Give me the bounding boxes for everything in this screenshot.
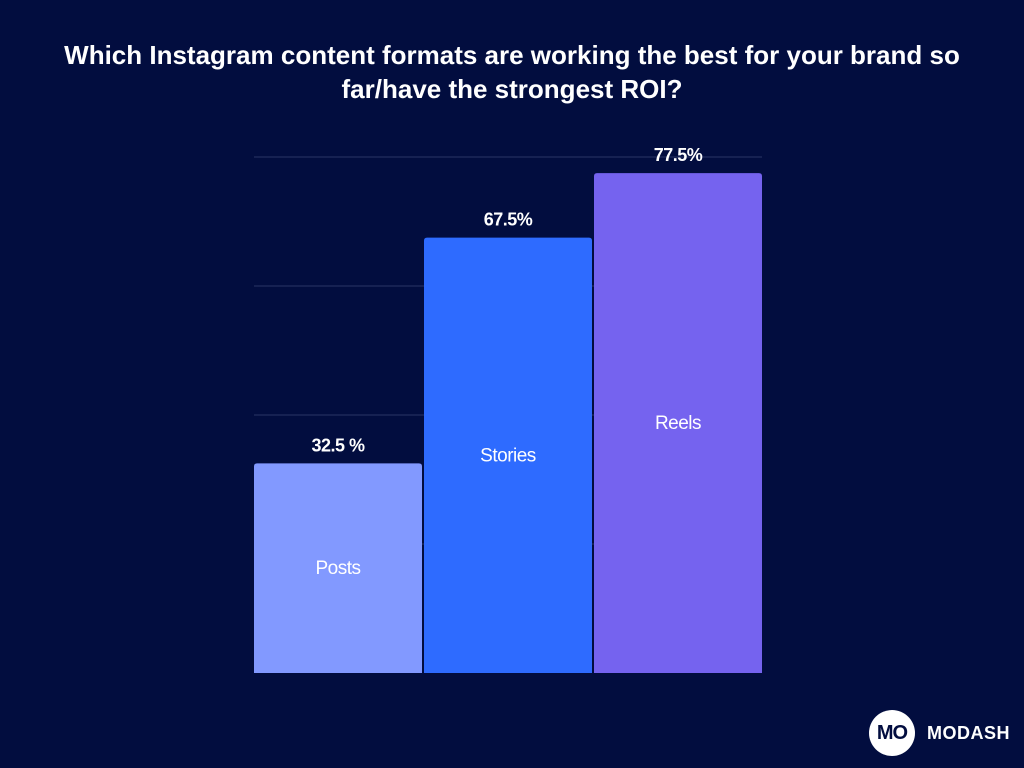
value-label-stories: 67.5% [484, 210, 533, 230]
bar-labels: 32.5 % Posts 67.5% Stories 77.5% Reels [311, 145, 703, 579]
bar-reels [594, 173, 762, 673]
bar-stories [424, 237, 592, 673]
brand-name: MODASH [927, 722, 1010, 743]
brand-mark: MO MODASH [869, 710, 1010, 756]
category-label-stories: Stories [480, 445, 536, 466]
value-label-posts: 32.5 % [311, 435, 365, 455]
modash-logo-icon: MO [869, 710, 915, 756]
category-label-posts: Posts [315, 558, 360, 579]
bar-posts [254, 463, 422, 673]
bars [254, 173, 762, 673]
chart-title: Which Instagram content formats are work… [64, 40, 960, 104]
category-label-reels: Reels [655, 413, 701, 434]
value-label-reels: 77.5% [654, 145, 703, 165]
